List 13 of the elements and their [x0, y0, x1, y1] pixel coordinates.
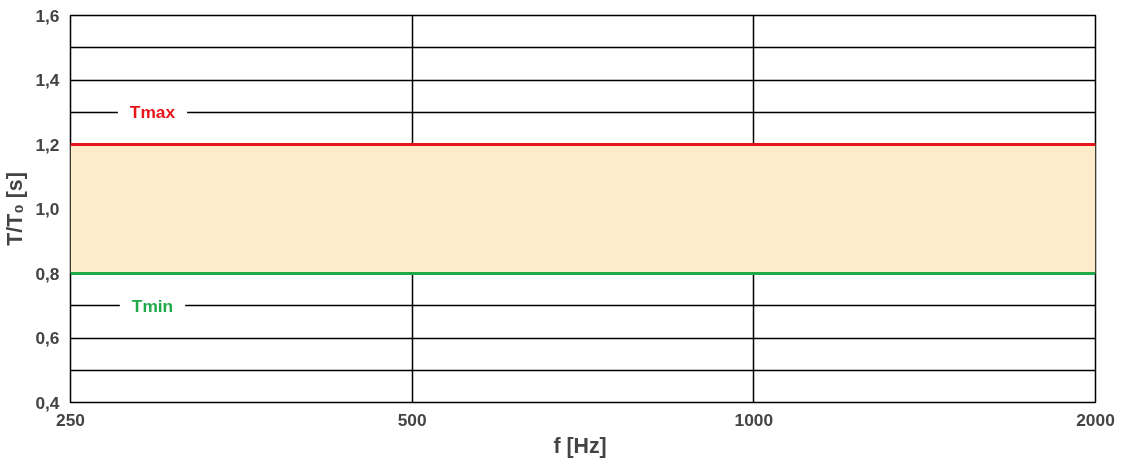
y-tick-label: 1,4 [35, 70, 60, 90]
y-tick-label: 1,6 [35, 5, 60, 26]
x-tick-label: 500 [397, 409, 427, 430]
x-tick-label: 2000 [1076, 409, 1115, 430]
y-axis-title: T/T₀ [s] [3, 172, 28, 246]
ref-line-label: Tmax [129, 102, 176, 123]
y-tick-label: 0,6 [35, 328, 60, 348]
ref-line-label: Tmin [131, 295, 174, 316]
x-axis-title: f [Hz] [553, 433, 607, 458]
y-tick-label: 0,8 [35, 263, 60, 284]
x-tick-label: 1000 [734, 409, 774, 430]
y-tick-label: 1,2 [35, 134, 60, 155]
y-tick-label: 1,0 [35, 199, 60, 219]
